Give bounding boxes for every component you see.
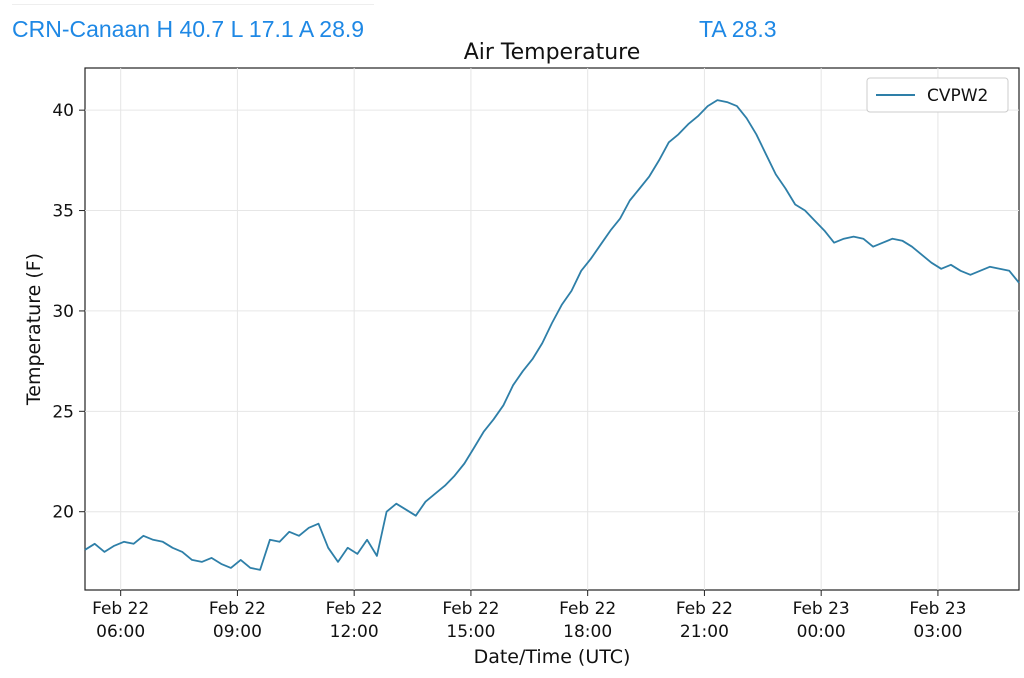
y-tick-label: 30 xyxy=(52,302,74,322)
x-tick-label-date: Feb 22 xyxy=(326,599,383,619)
y-axis-label: Temperature (F) xyxy=(23,253,45,406)
chart-title: Air Temperature xyxy=(464,40,641,65)
axis-layer: 20 25 30 35 40 Feb 22 06:00 Feb 22 09:00 Feb 22 12… xyxy=(52,101,966,642)
series-layer xyxy=(84,99,1020,571)
station-summary-label[interactable]: CRN-Canaan H 40.7 L 17.1 A 28.9 xyxy=(12,16,365,42)
chart-legend: CVPW2 xyxy=(866,77,1009,113)
x-axis-label: Date/Time (UTC) xyxy=(474,646,631,668)
grid-layer xyxy=(85,68,1019,590)
plot-area xyxy=(84,67,1020,591)
x-tick-label-time: 03:00 xyxy=(913,622,962,642)
y-tick-label: 20 xyxy=(52,503,74,523)
x-tick-label-time: 06:00 xyxy=(96,622,145,642)
x-tick-label-time: 15:00 xyxy=(446,622,495,642)
x-tick-label-date: Feb 22 xyxy=(209,599,266,619)
x-tick-label-date: Feb 23 xyxy=(909,599,966,619)
legend-box xyxy=(866,77,1009,113)
x-tick-label-time: 21:00 xyxy=(680,622,729,642)
legend-label-cvpw2: CVPW2 xyxy=(927,86,988,106)
ta-readout-label[interactable]: TA 28.3 xyxy=(699,16,777,42)
x-tick-label-date: Feb 22 xyxy=(442,599,499,619)
x-tick-label-time: 18:00 xyxy=(563,622,612,642)
x-tick-label-date: Feb 23 xyxy=(793,599,850,619)
x-tick-label-time: 12:00 xyxy=(330,622,379,642)
x-tick-label-time: 00:00 xyxy=(797,622,846,642)
x-tick-label-date: Feb 22 xyxy=(676,599,733,619)
header-underline xyxy=(12,4,374,5)
x-tick-label-date: Feb 22 xyxy=(92,599,149,619)
y-tick-label: 40 xyxy=(52,101,74,121)
y-tick-label: 25 xyxy=(52,402,74,422)
y-tick-label: 35 xyxy=(52,202,74,222)
x-tick-label-date: Feb 22 xyxy=(559,599,616,619)
series-line-cvpw2 xyxy=(84,99,1020,571)
x-tick-label-time: 09:00 xyxy=(213,622,262,642)
